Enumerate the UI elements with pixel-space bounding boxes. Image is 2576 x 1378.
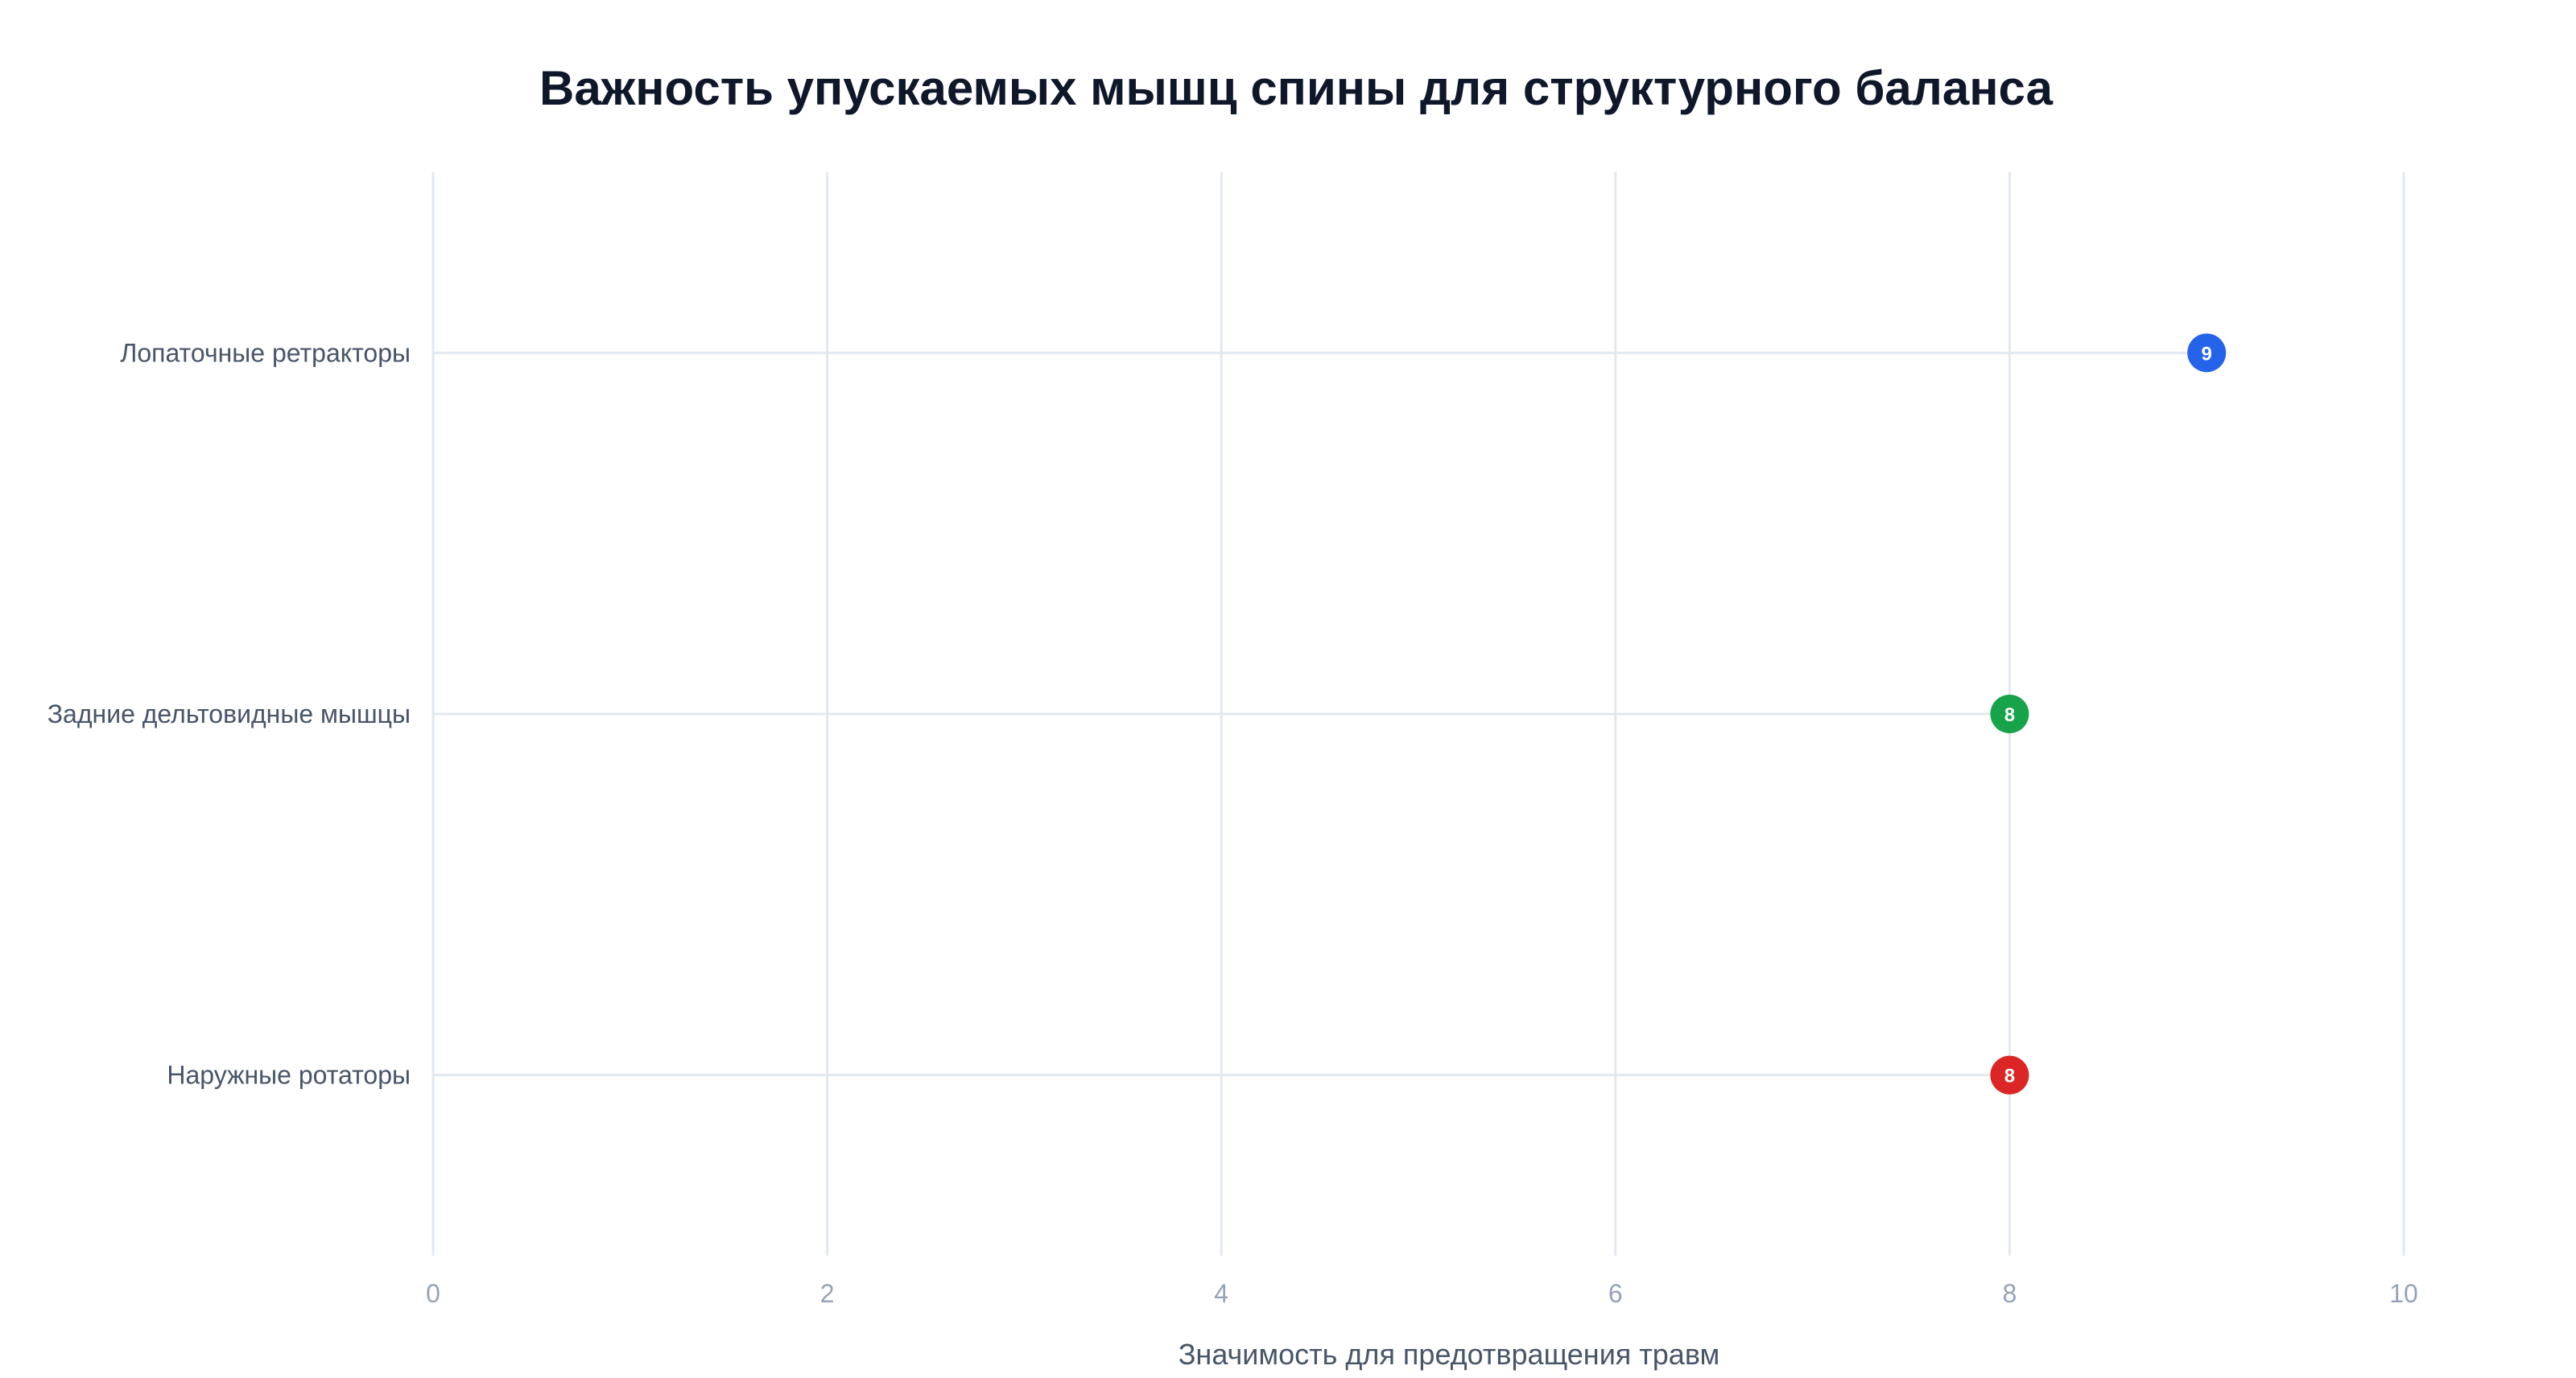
category-label: Наружные ротаторы bbox=[167, 1061, 411, 1090]
data-point: 9 bbox=[2187, 333, 2227, 373]
data-point-marker bbox=[1990, 695, 2029, 733]
x-tick-label: 10 bbox=[2389, 1279, 2418, 1308]
x-axis-label: Значимость для предотвращения травм bbox=[1179, 1338, 1720, 1371]
chart-title: Важность упускаемых мышц спины для струк… bbox=[539, 61, 2054, 115]
data-point-marker bbox=[2187, 333, 2227, 373]
data-point-marker bbox=[1990, 1055, 2029, 1095]
x-tick-label: 4 bbox=[1214, 1279, 1228, 1308]
x-tick-label: 0 bbox=[426, 1279, 440, 1308]
stems-layer bbox=[433, 351, 2207, 1077]
category-label: Задние дельтовидные мышцы bbox=[47, 699, 411, 728]
x-tick-label: 2 bbox=[820, 1279, 835, 1308]
data-point-label: 8 bbox=[2004, 1066, 2015, 1087]
data-points: 9 8 8 bbox=[1990, 333, 2227, 1095]
data-point: 8 bbox=[1990, 695, 2029, 733]
x-tick-label: 8 bbox=[2003, 1279, 2017, 1308]
data-point-label: 9 bbox=[2202, 343, 2212, 365]
data-point-label: 8 bbox=[2004, 704, 2015, 726]
category-label: Лопаточные ретракторы bbox=[120, 338, 411, 367]
data-point: 8 bbox=[1990, 1055, 2029, 1095]
x-tick-label: 6 bbox=[1608, 1279, 1623, 1308]
y-axis-labels: Лопаточные ретракторы Задние дельтовидные… bbox=[47, 338, 411, 1089]
x-axis-ticks: 0 2 4 6 8 10 bbox=[426, 1279, 2418, 1308]
